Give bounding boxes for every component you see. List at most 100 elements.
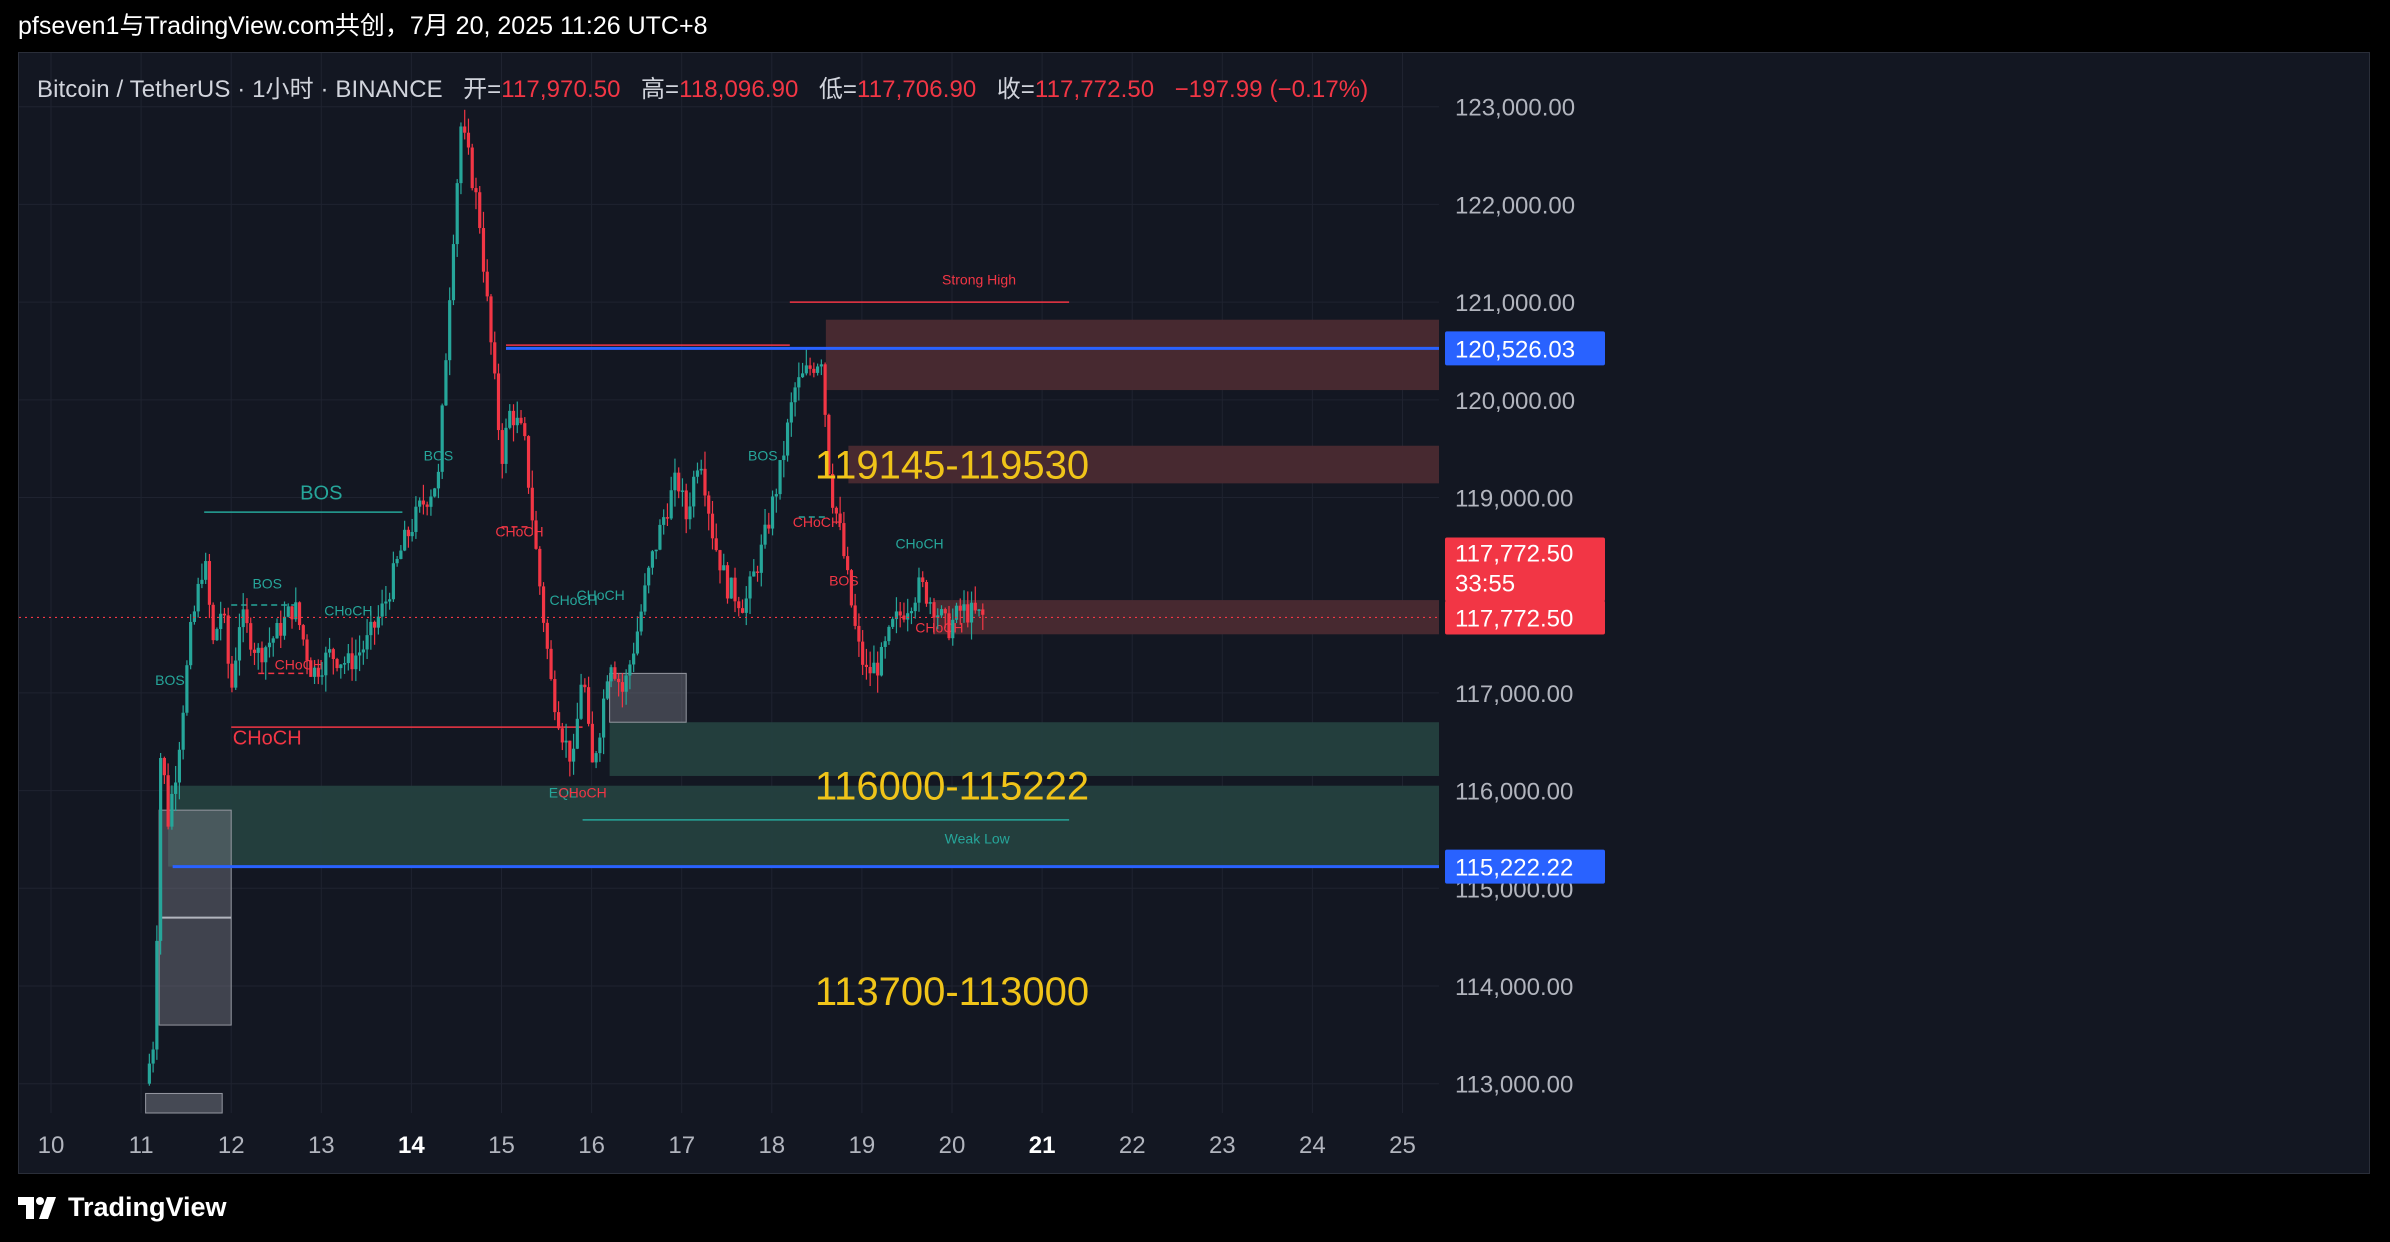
- y-tick-label: 114,000.00: [1455, 974, 1573, 1001]
- candle-up: [643, 585, 647, 612]
- candles: [147, 109, 985, 1086]
- candle-down: [466, 132, 471, 148]
- candle-up: [602, 698, 606, 738]
- candle-up: [271, 638, 275, 643]
- candle-down: [857, 625, 861, 642]
- candle-down: [245, 609, 249, 624]
- candle-down: [162, 757, 166, 776]
- choch-label-small: CHoCH: [324, 603, 372, 619]
- choch-label-small: CHoCH: [576, 587, 624, 603]
- footer: TradingView: [0, 1174, 2390, 1242]
- candle-up: [151, 1049, 155, 1064]
- choch-label-small: CHoCH: [793, 514, 841, 530]
- candle-up: [763, 524, 767, 545]
- candle-up: [913, 602, 917, 612]
- candle-down: [207, 561, 212, 605]
- candle-up: [455, 183, 459, 245]
- candle-up: [395, 558, 399, 564]
- candle-up: [695, 470, 700, 477]
- candle-up: [564, 740, 568, 743]
- candle-up: [433, 488, 437, 497]
- x-tick-label: 25: [1389, 1132, 1416, 1159]
- candle-down: [309, 660, 313, 677]
- price-tag-blue-lower: 115,222.22: [1455, 855, 1573, 882]
- candle-up: [444, 360, 448, 406]
- candle-up: [515, 417, 519, 426]
- x-tick-label: 15: [488, 1132, 515, 1159]
- candle-up: [954, 605, 959, 620]
- open-label: 开=: [463, 76, 502, 103]
- candle-up: [189, 621, 193, 666]
- y-tick-label: 116,000.00: [1455, 779, 1573, 806]
- candle-down: [943, 609, 947, 614]
- weak-low-label: Weak Low: [945, 830, 1011, 846]
- candle-down: [620, 682, 624, 692]
- candle-up: [234, 660, 238, 688]
- zones: [145, 319, 1439, 1114]
- candle-up: [654, 549, 658, 552]
- candle-up: [384, 601, 388, 604]
- price-tag-blue-upper: 120,526.03: [1455, 336, 1575, 363]
- candle-down: [755, 571, 760, 573]
- candle-down: [260, 647, 264, 663]
- tradingview-logo-icon: [18, 1196, 56, 1219]
- ohlc-legend: Bitcoin / TetherUS · 1小时 · BINANCE 开=117…: [37, 69, 1368, 104]
- x-tick-label: 22: [1119, 1132, 1146, 1159]
- candle-up: [789, 402, 793, 423]
- candle-up: [196, 583, 200, 612]
- candle-up: [312, 667, 317, 677]
- candle-down: [463, 126, 467, 133]
- chart-panel[interactable]: BOS CHoCH BOS BOS CHoCH CHoCH BOS CHoCH CHoCH CHo…: [18, 52, 2370, 1174]
- candle-down: [496, 373, 501, 431]
- candle-up: [504, 427, 508, 464]
- tradingview-brand: TradingView: [68, 1192, 227, 1222]
- choch-label-small: CHoCH: [495, 524, 543, 540]
- candle-up: [147, 1063, 151, 1084]
- zone-labels: 119145-119530 116000-115222 113700-113000: [815, 443, 1089, 1014]
- candle-up: [909, 611, 914, 614]
- candle-up: [215, 629, 219, 641]
- candle-down: [864, 664, 869, 667]
- order-block-small: [145, 1092, 223, 1114]
- candle-down: [902, 615, 906, 620]
- candle-up: [647, 567, 651, 586]
- candle-up: [571, 748, 576, 762]
- candle-up: [174, 782, 178, 794]
- candle-down: [493, 342, 497, 374]
- high-value: 118,096.90: [679, 76, 799, 103]
- candle-up: [388, 599, 392, 602]
- candle-down: [556, 712, 561, 729]
- candle-up: [256, 647, 260, 653]
- y-tick-label: 120,000.00: [1455, 388, 1575, 415]
- candle-up: [951, 619, 955, 639]
- candle-down: [406, 529, 410, 537]
- candle-up: [440, 405, 444, 472]
- price-axis: 123,000.00 122,000.00 121,000.00 120,000.00…: [1455, 95, 1575, 1099]
- candle-up: [275, 623, 279, 639]
- candle-down: [733, 577, 737, 602]
- candle-down: [474, 188, 478, 193]
- candle-down: [538, 548, 542, 587]
- candle-down: [523, 423, 527, 437]
- candle-down: [350, 653, 354, 670]
- candlestick-chart[interactable]: BOSCHoCHBOSBOSCHoCHCHoCHBOSCHoCHCHoCHCHo…: [19, 53, 2369, 1173]
- candle-down: [335, 659, 339, 669]
- candle-down: [812, 368, 816, 373]
- x-tick-label: 13: [308, 1132, 335, 1159]
- candle-up: [294, 602, 298, 620]
- candle-down: [834, 507, 838, 514]
- candle-up: [192, 611, 197, 622]
- candle-down: [549, 648, 553, 680]
- candle-down: [947, 613, 951, 639]
- eql-label: EQL: [549, 784, 577, 800]
- candle-up: [327, 649, 332, 653]
- price-tag-blue-upper-bg: [1445, 331, 1605, 366]
- tradingview-logo[interactable]: TradingView: [18, 1192, 227, 1223]
- candle-up: [632, 653, 636, 665]
- price-tag-last-stack-bg: [1445, 537, 1605, 602]
- candle-down: [827, 414, 831, 474]
- candle-up: [894, 611, 899, 620]
- candle-down: [684, 490, 688, 520]
- candle-down: [966, 604, 970, 623]
- candle-down: [252, 649, 257, 653]
